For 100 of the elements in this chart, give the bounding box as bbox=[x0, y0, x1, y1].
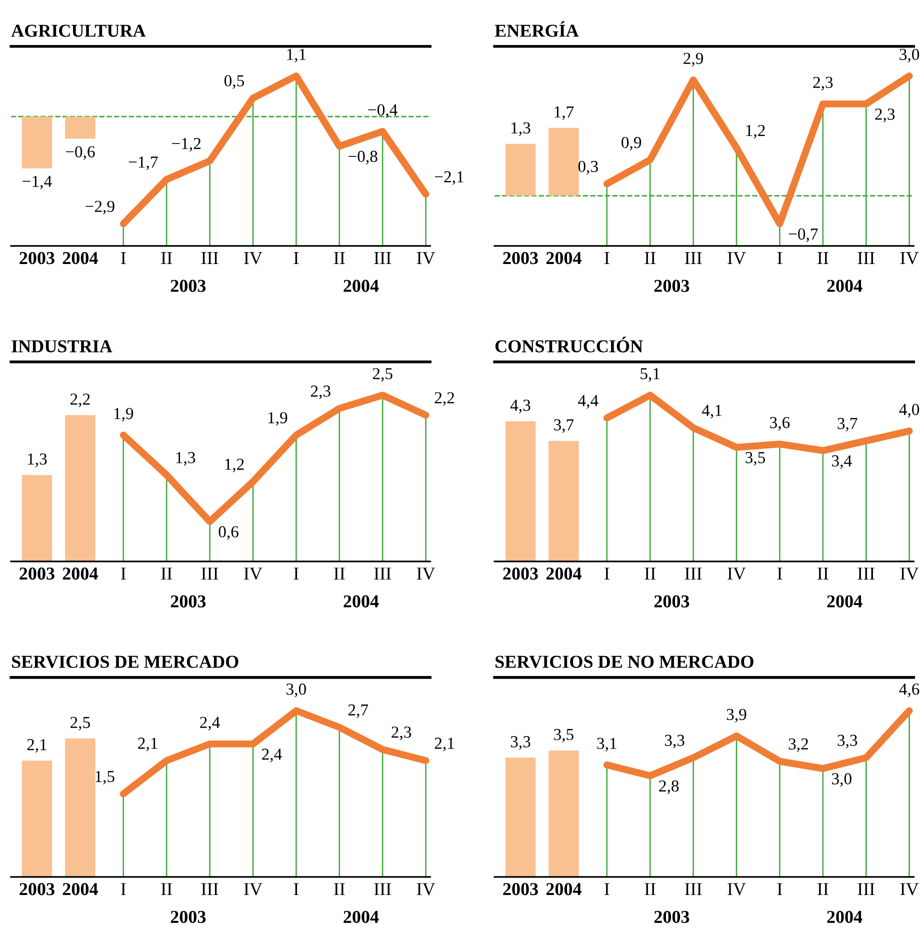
data-label: 0,9 bbox=[622, 136, 642, 151]
x-tick-label: II bbox=[818, 568, 828, 580]
data-label: −0,7 bbox=[788, 228, 818, 242]
x-tick-label: IV bbox=[416, 252, 436, 264]
x-tick-label: I bbox=[604, 883, 610, 896]
data-label: 2,8 bbox=[659, 780, 679, 794]
data-label: 1,3 bbox=[28, 453, 47, 468]
text: 2004 bbox=[344, 595, 379, 608]
x-tick-label: III bbox=[684, 568, 702, 580]
data-label: 1,7 bbox=[554, 106, 574, 120]
data-label: 5,1 bbox=[640, 368, 660, 382]
data-label: 2,3 bbox=[310, 386, 330, 400]
x-tick-label: 2004 bbox=[546, 568, 582, 580]
x-tick-label: II bbox=[818, 883, 828, 896]
data-label: 4,1 bbox=[702, 404, 722, 418]
x-tick-label: III bbox=[201, 883, 218, 896]
text: 2003 bbox=[654, 910, 690, 923]
text: 2004 bbox=[827, 595, 862, 608]
data-label: 1,3 bbox=[176, 452, 196, 466]
text: 2003 bbox=[170, 910, 206, 923]
data-label: 4,4 bbox=[578, 395, 598, 409]
data-label: 4,0 bbox=[899, 404, 920, 418]
data-label: 2,5 bbox=[70, 716, 90, 730]
data-label: 1,1 bbox=[287, 48, 306, 62]
x-tick-label: I bbox=[604, 568, 610, 580]
x-tick-label: 2004 bbox=[62, 252, 98, 264]
chart-title: SERVICIOS DE MERCADO bbox=[12, 656, 238, 668]
data-label: −1,2 bbox=[172, 138, 201, 152]
x-tick-label: IV bbox=[900, 568, 919, 580]
x-tick-label: I bbox=[294, 568, 299, 580]
x-tick-label: 2003 bbox=[503, 568, 538, 580]
text: 2004 bbox=[827, 910, 862, 923]
data-label: 2,2 bbox=[70, 394, 90, 408]
data-label: 1,2 bbox=[225, 458, 244, 472]
x-tick-label: 2004 bbox=[546, 252, 582, 264]
x-tick-label: I bbox=[777, 568, 782, 580]
data-label: 1,5 bbox=[96, 770, 114, 785]
x-tick-label: III bbox=[201, 252, 218, 264]
data-label: 1,2 bbox=[746, 124, 765, 139]
data-label: 3,7 bbox=[838, 418, 858, 432]
data-label: 0,6 bbox=[218, 526, 238, 540]
data-label: 3,0 bbox=[900, 48, 920, 62]
x-tick-label: 2003 bbox=[20, 568, 54, 580]
data-label: 3,2 bbox=[788, 738, 808, 752]
data-label: 3,5 bbox=[554, 728, 574, 743]
x-tick-label: I bbox=[604, 252, 610, 264]
x-tick-label: I bbox=[294, 883, 299, 896]
data-label: 1,3 bbox=[512, 122, 530, 136]
data-label: 2,9 bbox=[684, 52, 704, 66]
x-tick-label: III bbox=[201, 568, 218, 580]
x-tick-label: II bbox=[334, 252, 345, 264]
chart-title: INDUSTRIA bbox=[12, 340, 112, 352]
data-label: 3,5 bbox=[746, 452, 766, 466]
x-tick-label: 2004 bbox=[62, 568, 98, 580]
x-tick-label: 2003 bbox=[20, 252, 54, 264]
x-tick-label: I bbox=[777, 883, 782, 896]
data-label: 4,3 bbox=[510, 400, 530, 414]
x-tick-label: II bbox=[644, 252, 656, 264]
data-label: 2,1 bbox=[27, 739, 46, 753]
data-label: 3,3 bbox=[510, 736, 530, 750]
text: 2003 bbox=[654, 595, 690, 608]
data-label: 2,3 bbox=[813, 76, 833, 90]
data-label: 2,4 bbox=[262, 748, 282, 762]
x-tick-label: III bbox=[858, 883, 874, 896]
data-label: 2,7 bbox=[348, 704, 368, 718]
data-label: 2,3 bbox=[392, 726, 412, 740]
chart-title: ENERGÍA bbox=[494, 21, 579, 37]
data-label: 3,7 bbox=[554, 419, 574, 433]
data-label: 3,6 bbox=[770, 416, 790, 431]
x-tick-label: 2003 bbox=[20, 883, 54, 896]
x-tick-label: I bbox=[777, 252, 782, 264]
x-tick-label: IV bbox=[416, 568, 436, 580]
x-tick-label: II bbox=[161, 252, 172, 264]
text: 2003 bbox=[170, 280, 206, 292]
x-tick-label: III bbox=[374, 252, 391, 264]
data-label: 3,3 bbox=[838, 734, 858, 748]
x-tick-label: I bbox=[294, 252, 299, 264]
data-label: −1,7 bbox=[128, 156, 158, 170]
text: 2003 bbox=[654, 280, 690, 292]
data-label: 2,3 bbox=[875, 108, 895, 122]
x-tick-label: IV bbox=[244, 252, 262, 264]
x-tick-label: IV bbox=[900, 883, 919, 896]
x-tick-label: II bbox=[334, 883, 345, 896]
x-tick-label: IV bbox=[244, 883, 262, 896]
x-tick-label: III bbox=[374, 568, 391, 580]
data-label: 3,4 bbox=[832, 455, 852, 469]
x-tick-label: 2004 bbox=[62, 883, 98, 896]
data-label: −1,4 bbox=[22, 176, 52, 190]
data-label: 4,6 bbox=[899, 684, 920, 698]
data-label: −0,4 bbox=[368, 104, 398, 118]
data-label: 0,3 bbox=[578, 160, 598, 174]
text: 2003 bbox=[170, 595, 206, 608]
x-tick-label: III bbox=[858, 568, 874, 580]
data-label: 0,5 bbox=[224, 75, 244, 89]
data-label: 1,9 bbox=[114, 408, 134, 422]
data-label: 3,0 bbox=[286, 684, 306, 698]
x-tick-label: II bbox=[644, 883, 656, 896]
x-tick-label: II bbox=[644, 568, 656, 580]
x-tick-label: 2003 bbox=[503, 252, 538, 264]
x-tick-label: II bbox=[334, 568, 345, 580]
